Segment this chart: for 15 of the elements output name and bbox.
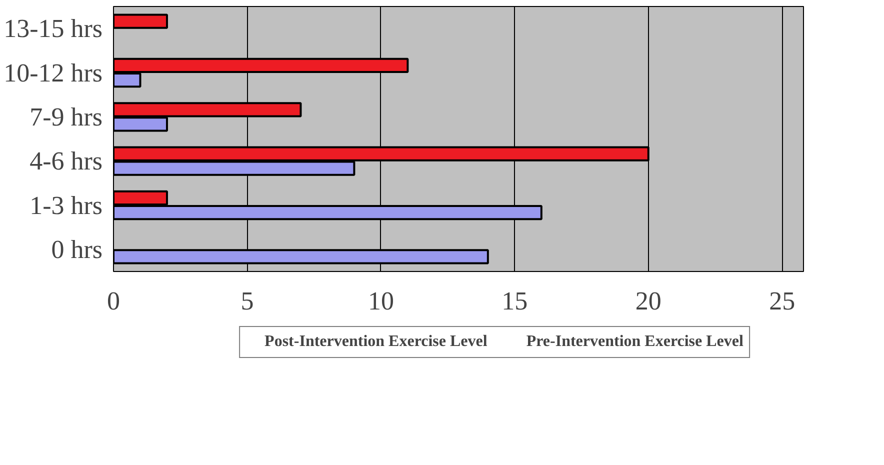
- y-tick-label: 1-3 hrs: [30, 190, 103, 220]
- x-tick-label: 15: [502, 286, 528, 316]
- x-tick-label: 20: [635, 286, 662, 316]
- y-tick-label: 0 hrs: [51, 234, 103, 264]
- text: Post-Intervention Exercise Level: [264, 333, 488, 351]
- x-tick-label: 0: [107, 286, 120, 316]
- text: Pre-Intervention Exercise Level: [526, 333, 744, 351]
- y-tick-label: 10-12 hrs: [4, 58, 103, 88]
- x-tick-label: 25: [769, 286, 796, 316]
- y-tick-label: 13-15 hrs: [4, 14, 103, 44]
- y-tick-label: 7-9 hrs: [30, 102, 103, 132]
- bar: [114, 14, 168, 29]
- x-tick-label: 5: [240, 286, 254, 316]
- y-tick-label: 4-6 hrs: [30, 146, 103, 176]
- x-tick-label: 10: [368, 286, 394, 316]
